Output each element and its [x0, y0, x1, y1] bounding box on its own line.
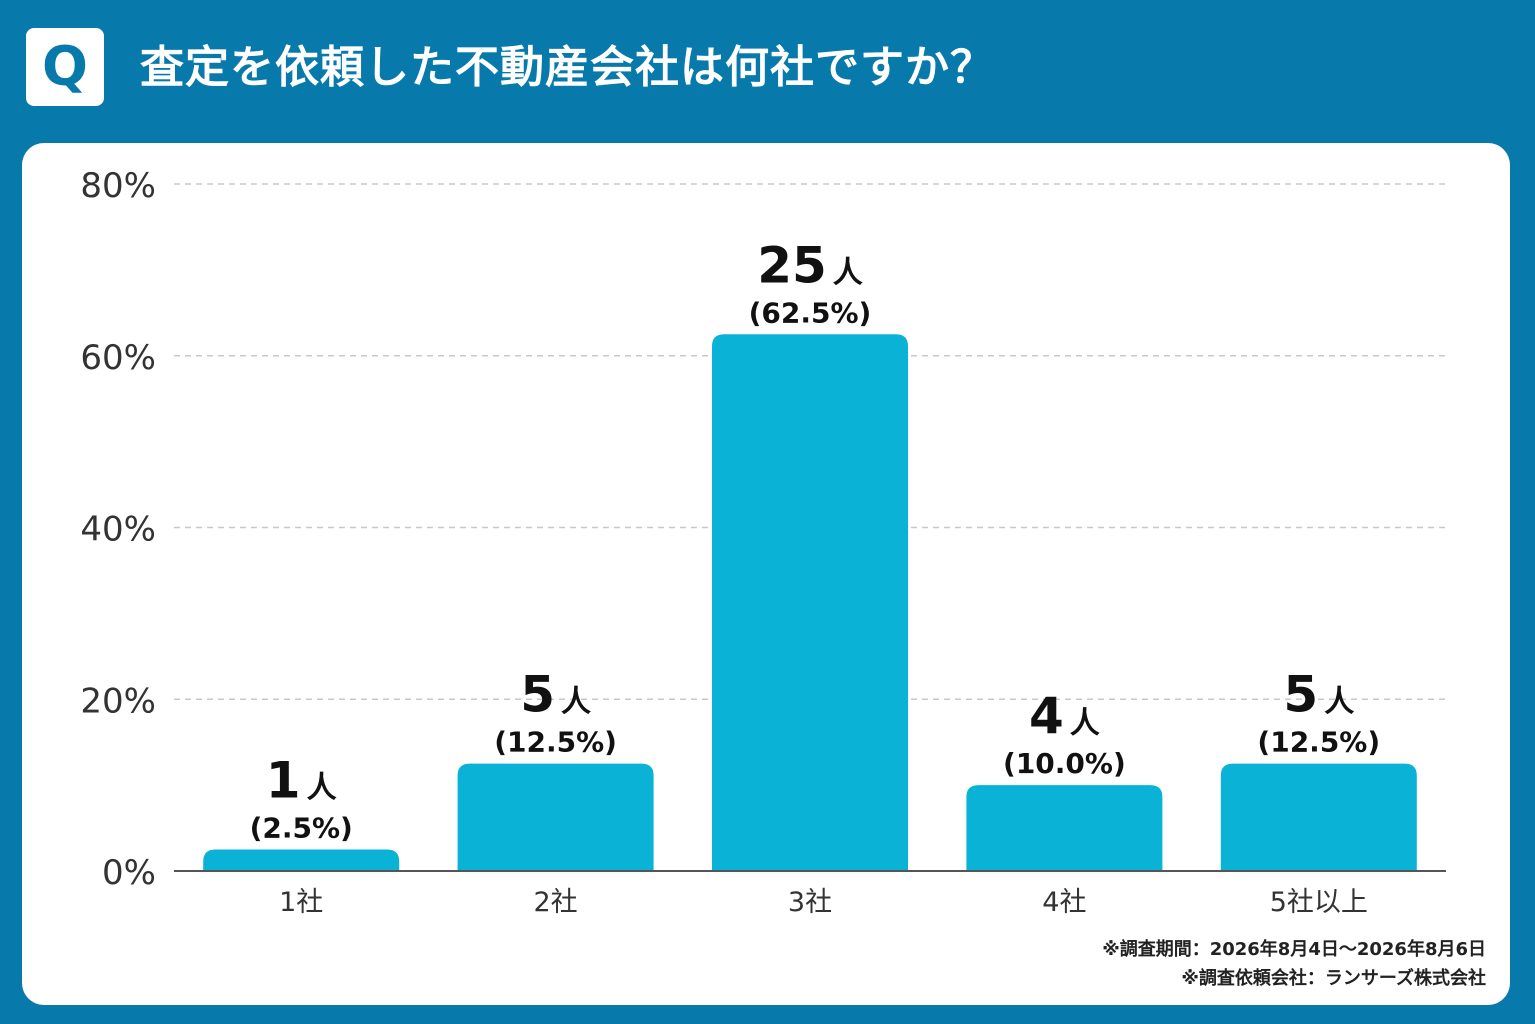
value-label: (12.5%) — [1257, 726, 1380, 759]
x-tick-label: 4社 — [1042, 887, 1086, 918]
question-badge-letter: Q — [42, 35, 88, 98]
footnotes: ※調査期間：2026年8月4日〜2026年8月6日 ※調査依頼会社：ランサーズ株… — [1102, 935, 1486, 993]
count-label: 25 人 — [757, 236, 863, 294]
question-badge: Q — [26, 28, 104, 106]
bar — [1220, 763, 1417, 871]
y-tick-label: 40% — [80, 510, 156, 550]
bar — [457, 763, 654, 871]
value-label: (12.5%) — [494, 726, 617, 759]
x-tick-label: 2社 — [534, 887, 578, 918]
bar — [203, 849, 400, 871]
y-tick-label: 0% — [102, 853, 156, 893]
x-tick-label: 1社 — [279, 887, 323, 918]
chart-panel: 0% 20% 40% 60% 80% 1 人 (2.5%) 1社 5 人 (12.5%) 2社 25 人 (6… — [22, 143, 1510, 1005]
x-tick-label: 5社以上 — [1270, 887, 1368, 918]
bar — [966, 785, 1163, 871]
value-label: (62.5%) — [749, 296, 872, 329]
x-tick-label: 3社 — [788, 887, 832, 918]
bar — [712, 334, 908, 871]
footnote-period: ※調査期間：2026年8月4日〜2026年8月6日 — [1102, 939, 1486, 960]
value-label: (2.5%) — [250, 812, 353, 845]
y-tick-label: 60% — [80, 338, 156, 378]
footnote-company: ※調査依頼会社：ランサーズ株式会社 — [1181, 968, 1486, 989]
page-title: 査定を依頼した不動産会社は何社ですか？ — [140, 42, 995, 93]
y-tick-label: 80% — [80, 166, 156, 206]
value-label: (10.0%) — [1003, 747, 1126, 780]
y-tick-label: 20% — [80, 681, 156, 721]
